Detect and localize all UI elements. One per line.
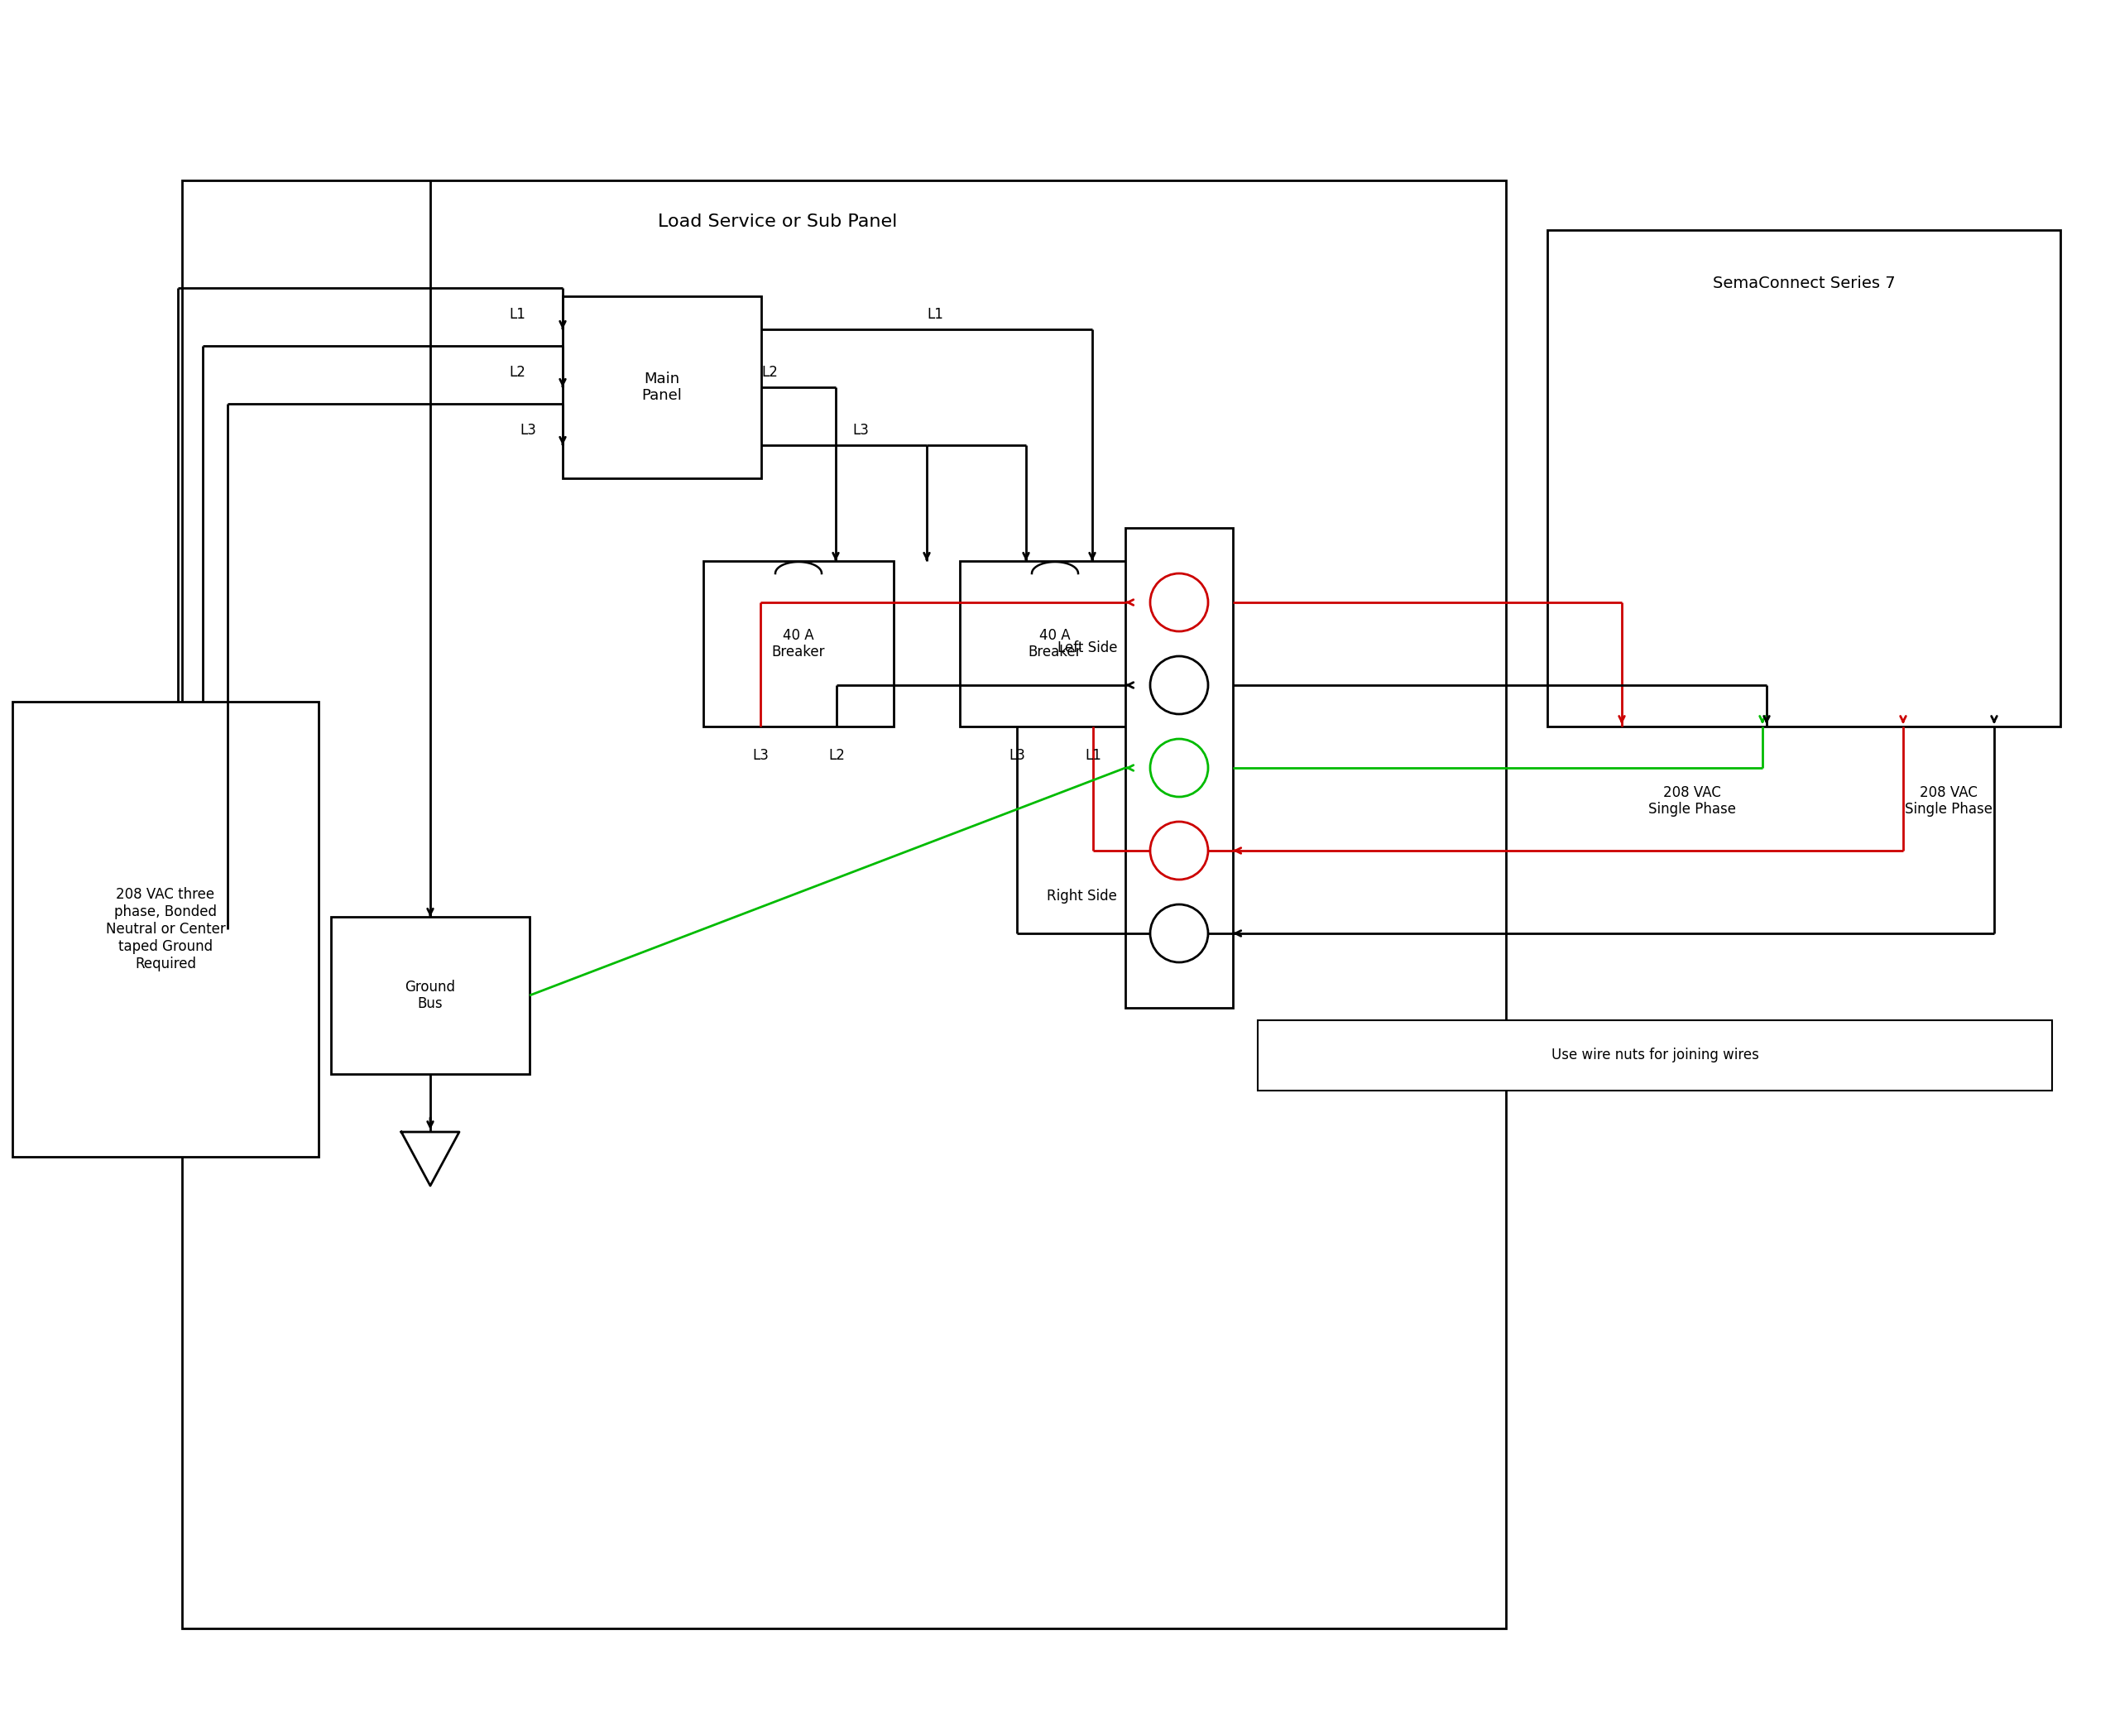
Circle shape <box>1150 904 1209 962</box>
Bar <box>563 297 762 479</box>
Text: L1: L1 <box>509 307 525 321</box>
Bar <box>960 561 1150 726</box>
Text: Use wire nuts for joining wires: Use wire nuts for joining wires <box>1551 1049 1760 1062</box>
Text: L2: L2 <box>762 365 779 380</box>
Circle shape <box>1150 656 1209 713</box>
Text: 40 A
Breaker: 40 A Breaker <box>772 628 825 660</box>
Bar <box>13 701 319 1156</box>
Bar <box>1258 1021 2053 1090</box>
Text: L3: L3 <box>751 748 768 762</box>
Bar <box>1125 528 1232 1009</box>
Text: L1: L1 <box>926 307 943 321</box>
Circle shape <box>1150 573 1209 632</box>
Text: 208 VAC three
phase, Bonded
Neutral or Center
taped Ground
Required: 208 VAC three phase, Bonded Neutral or C… <box>106 887 226 970</box>
Text: Left Side: Left Side <box>1057 641 1116 656</box>
Circle shape <box>1150 821 1209 880</box>
Bar <box>703 561 895 726</box>
Text: 208 VAC
Single Phase: 208 VAC Single Phase <box>1905 785 1992 818</box>
Circle shape <box>1150 740 1209 797</box>
Bar <box>1547 231 2059 726</box>
Text: Load Service or Sub Panel: Load Service or Sub Panel <box>658 214 897 231</box>
Text: L3: L3 <box>1009 748 1025 762</box>
Text: 40 A
Breaker: 40 A Breaker <box>1028 628 1082 660</box>
Text: L3: L3 <box>519 424 536 437</box>
Bar <box>331 917 530 1075</box>
Text: L2: L2 <box>509 365 525 380</box>
Text: Main
Panel: Main Panel <box>641 372 682 403</box>
Text: L1: L1 <box>1085 748 1101 762</box>
Text: L3: L3 <box>852 424 869 437</box>
Text: 208 VAC
Single Phase: 208 VAC Single Phase <box>1648 785 1737 818</box>
Bar <box>181 181 1507 1628</box>
Text: Right Side: Right Side <box>1047 889 1116 903</box>
Text: SemaConnect Series 7: SemaConnect Series 7 <box>1713 276 1895 292</box>
Text: Ground
Bus: Ground Bus <box>405 979 456 1012</box>
Text: L2: L2 <box>829 748 844 762</box>
